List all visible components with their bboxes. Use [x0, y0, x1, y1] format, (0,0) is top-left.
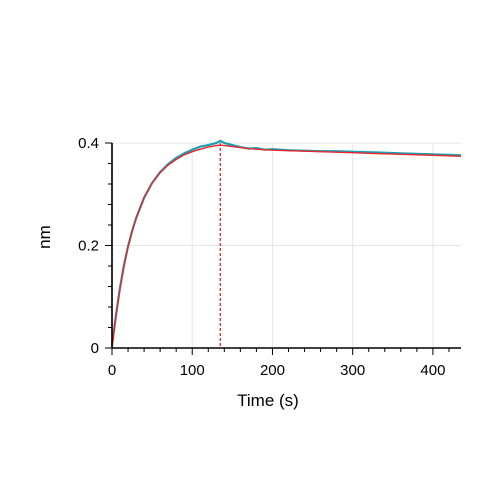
- x-tick-label-0: 0: [108, 362, 116, 379]
- y-tick-label-1: 0.2: [78, 238, 99, 255]
- x-axis-label: Time (s): [237, 391, 299, 410]
- x-tick-label-2: 200: [260, 362, 285, 379]
- series-line-1: [111, 144, 462, 349]
- tick-labels: 0 100 200 300 400 0 0.2 0.4: [78, 135, 445, 379]
- x-tick-label-1: 100: [180, 362, 205, 379]
- y-axis-label: nm: [35, 225, 54, 249]
- x-tick-label-3: 300: [340, 362, 365, 379]
- data-series: [110, 139, 462, 349]
- x-tick-label-4: 400: [420, 362, 445, 379]
- grid-lines: [112, 142, 461, 348]
- y-tick-label-0: 0: [91, 340, 99, 357]
- y-tick-label-2: 0.4: [78, 135, 99, 152]
- series-line-0: [110, 139, 462, 346]
- tick-marks: [105, 142, 450, 355]
